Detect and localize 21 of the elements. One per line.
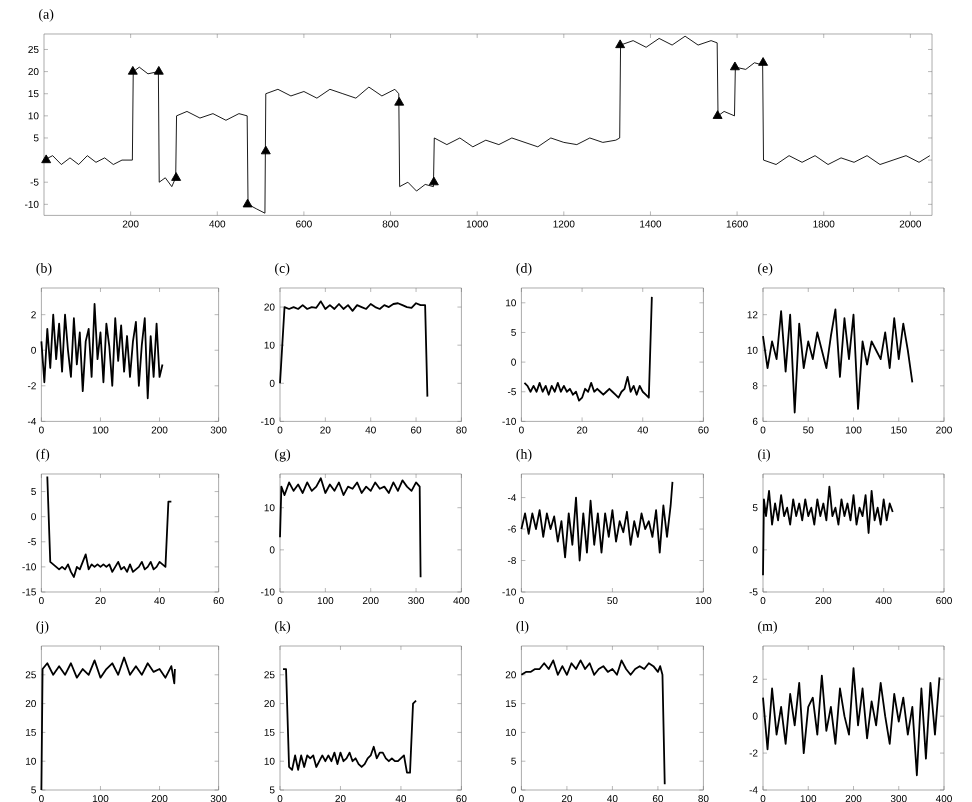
point (615, 39, 626, 49)
line-series (520, 659, 666, 786)
point (729, 61, 740, 71)
point (41, 154, 52, 164)
point (428, 176, 439, 186)
line-series (279, 300, 429, 398)
point (127, 65, 138, 75)
point (394, 96, 405, 106)
point (260, 145, 271, 155)
line-series (40, 303, 164, 400)
point (242, 198, 253, 208)
line-series (762, 485, 894, 577)
point (171, 172, 182, 181)
line-series (520, 480, 674, 562)
point (153, 65, 164, 75)
line-series (523, 295, 653, 402)
line-series (762, 667, 941, 777)
point (758, 57, 769, 66)
point (712, 110, 723, 119)
line-series (40, 656, 176, 791)
line-series (279, 477, 422, 579)
